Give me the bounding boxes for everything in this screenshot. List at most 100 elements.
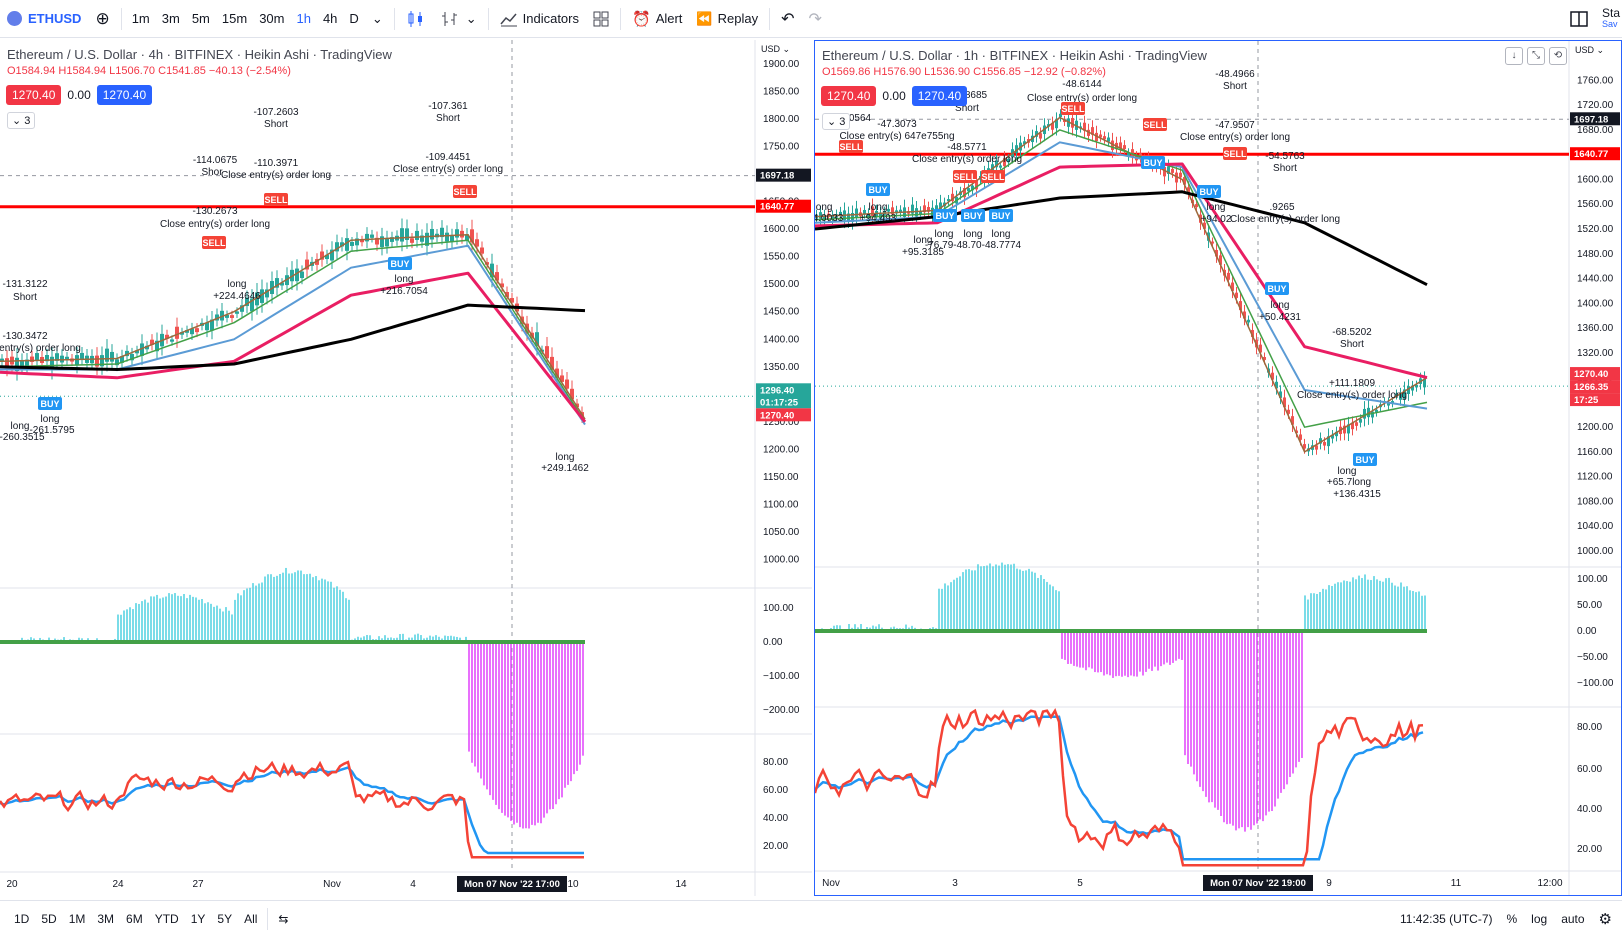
range-button-6m[interactable]: 6M [126,911,143,926]
alert-button[interactable]: ⏰ Alert [625,0,689,38]
go-to-date-button[interactable]: ⇆ [272,912,294,926]
candle-body [1091,127,1094,135]
price-tag-last: 1270.40 [760,410,794,421]
buy-signal-tag [1141,156,1165,169]
strategy-annotation: Close entry(s) order long [1180,132,1290,143]
candle-body [1227,272,1230,280]
candle-body [175,326,179,339]
candle-body [935,205,938,212]
maximize-icon[interactable]: ⤡ [1527,47,1545,65]
scroll-down-icon[interactable]: ↓ [1505,47,1523,65]
range-button-all[interactable]: All [244,911,258,926]
rsi-tick-label: 40.00 [763,813,788,824]
right-pane-buttons: ↓ ⤡ ⟲ [1505,47,1567,65]
replay-label: Replay [717,11,759,26]
time-tick-label: 4 [410,879,416,890]
right-low: L1536.90 [924,66,971,78]
sync-icon[interactable]: ⟲ [1549,47,1567,65]
range-button-5d[interactable]: 5D [41,911,57,926]
candle-body [1123,145,1126,150]
left-chart-canvas[interactable]: USD ⌄1900.001850.001800.001750.001700.00… [0,40,812,896]
candle-body [385,237,389,247]
candle-body [1231,282,1234,291]
settings-gear-icon[interactable]: ⚙ [1598,911,1612,928]
moving-average-line [815,141,1428,410]
interval-button-4h[interactable]: 4h [322,11,338,26]
candle-body [1243,311,1246,319]
candle-body [1323,442,1326,446]
range-button-1d[interactable]: 1D [14,911,30,926]
rsi-tick-label: 80.00 [1577,722,1602,733]
clock-timezone[interactable]: 11:42:35 (UTC-7) [1400,912,1493,926]
candle-body [1095,132,1098,142]
candle-body [1395,393,1398,396]
candle-body [420,235,424,242]
strategy-annotation: -107.2603 [253,107,298,118]
range-button-5y[interactable]: 5Y [217,911,233,926]
rsi-tick-label: 60.00 [1577,764,1602,775]
indicators-button[interactable]: Indicators [493,0,586,38]
candle-body [1203,222,1206,229]
left-input-buy-price[interactable]: 1270.40 [96,85,153,105]
strategy-annotation: -76.79-48.70-48.7774 [925,240,1022,251]
replay-button[interactable]: ⏪ Replay [689,0,765,38]
symbol-search-button[interactable]: ETHUSD [0,0,88,38]
interval-button-3m[interactable]: 3m [161,11,180,26]
interval-button-1m[interactable]: 1m [131,11,150,26]
osc-tick-label: −100.00 [763,671,800,682]
chart-pane-left[interactable]: USD ⌄1900.001850.001800.001750.001700.00… [0,40,812,896]
interval-button-d[interactable]: D [349,11,359,26]
interval-button-30m[interactable]: 30m [259,11,285,26]
candle-body [490,263,494,278]
interval-dropdown-button[interactable]: ⌄ [365,0,390,38]
candle-body [1415,384,1418,388]
range-button-1m[interactable]: 1M [68,911,86,926]
candle-body [999,165,1002,168]
time-tick-label: 27 [192,879,204,890]
rsi-signal-line [815,715,1424,861]
candle-body [871,206,874,217]
strategy-annotation: long [395,274,414,285]
percent-scale-button[interactable]: % [1506,912,1518,926]
right-badge-count: 3 [839,116,846,128]
candle-body [25,359,29,367]
candle-body [15,357,19,372]
right-indicators-collapse-badge[interactable]: ⌄ 3 [822,113,851,130]
candle-body [475,239,479,247]
candle-body [350,241,354,246]
candle-body [95,355,99,367]
interval-button-15m[interactable]: 15m [221,11,248,26]
chart-pane-right[interactable]: USD ⌄1760.001720.001680.001640.001600.00… [814,40,1622,896]
auto-scale-button[interactable]: auto [1561,912,1585,926]
undo-button[interactable]: ↶ [774,0,801,38]
candle-body [460,230,464,238]
right-chart-canvas[interactable]: USD ⌄1760.001720.001680.001640.001600.00… [815,41,1621,895]
left-input-sell-price[interactable]: 1270.40 [6,85,62,105]
crosshair-time-bg [1203,875,1313,891]
right-input-sell-price[interactable]: 1270.40 [821,86,877,106]
log-scale-button[interactable]: log [1531,912,1548,926]
range-button-1y[interactable]: 1Y [190,911,206,926]
candle-body [390,237,394,242]
sell-signal-tag [981,170,1005,183]
bar-style-button[interactable] [399,0,433,38]
crosshair-time-label: Mon 07 Nov '22 19:00 [1210,878,1306,889]
range-button-3m[interactable]: 3M [97,911,115,926]
save-button[interactable]: Sta Sav [1595,0,1622,38]
layouts-button[interactable] [586,0,616,38]
left-indicators-collapse-badge[interactable]: ⌄ 3 [7,112,36,129]
layout-select-button[interactable] [1563,0,1595,38]
divider [487,7,489,30]
strategy-annotation: -48.6144 [1062,79,1102,90]
interval-button-1h[interactable]: 1h [296,11,311,26]
price-tick-label: 1000.00 [763,554,800,565]
range-button-ytd[interactable]: YTD [154,911,179,926]
candle-body [135,350,139,354]
right-input-buy-price[interactable]: 1270.40 [911,86,968,106]
interval-button-5m[interactable]: 5m [191,11,210,26]
redo-button[interactable]: ↷ [801,0,828,38]
chevron-down-icon: ⌄ [465,10,477,26]
bar-style-variant-button[interactable]: ⌄ [433,0,484,38]
compare-add-button[interactable]: ⊕ [88,0,116,38]
candle-body [375,237,379,245]
